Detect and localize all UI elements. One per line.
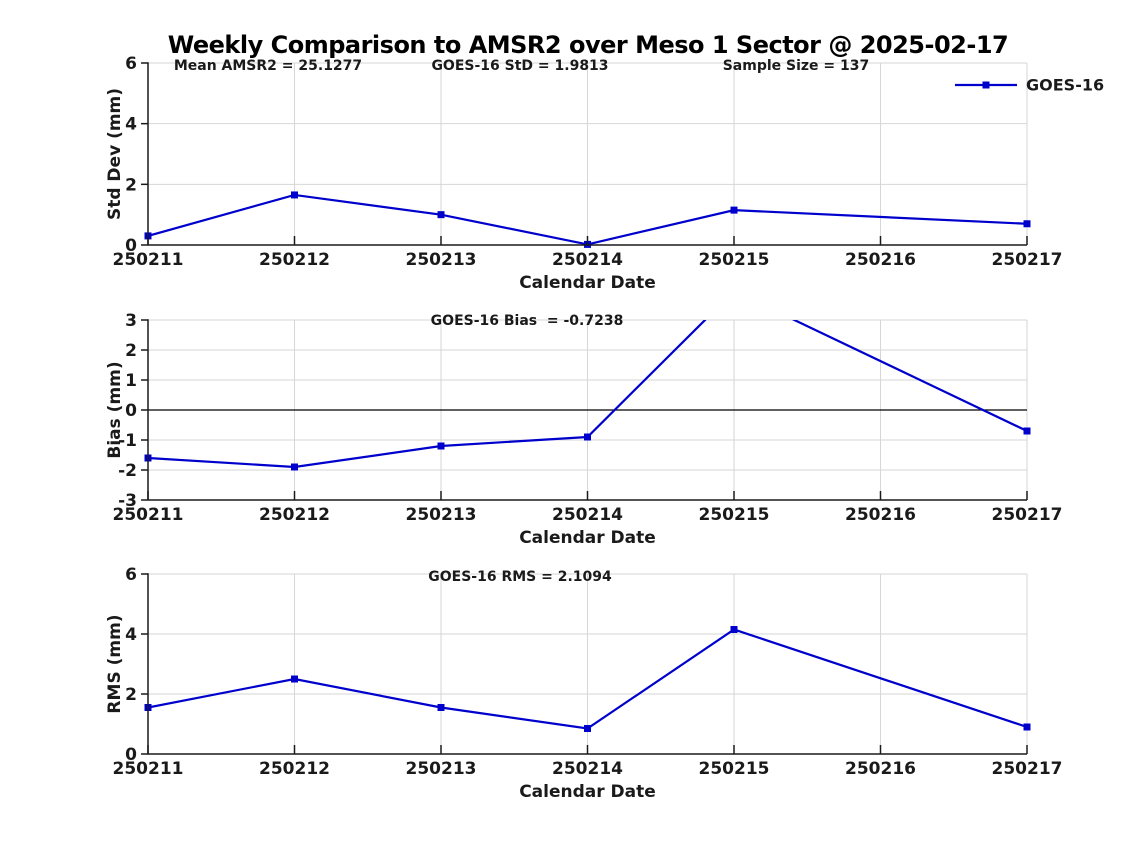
x-tick-label: 250216 bbox=[845, 759, 916, 779]
data-point-marker bbox=[437, 442, 445, 450]
data-point-marker bbox=[730, 206, 738, 214]
data-point-marker bbox=[437, 211, 445, 219]
x-tick-label: 250216 bbox=[845, 250, 916, 270]
x-tick-label: 250212 bbox=[259, 505, 330, 525]
data-point-marker bbox=[291, 675, 298, 683]
chart-annotation: GOES-16 StD = 1.9813 bbox=[431, 58, 608, 74]
data-point-marker bbox=[291, 191, 298, 199]
x-axis-label: Calendar Date bbox=[519, 782, 656, 802]
x-tick-label: 250215 bbox=[699, 505, 770, 525]
x-tick-label: 250215 bbox=[699, 250, 770, 270]
data-point-marker bbox=[437, 704, 445, 711]
y-axis-label: RMS (mm) bbox=[105, 614, 125, 713]
y-tick-label: 0 bbox=[125, 745, 137, 765]
x-tick-label: 250213 bbox=[406, 505, 477, 525]
y-tick-label: 2 bbox=[125, 175, 137, 195]
chart-annotation: GOES-16 Bias = -0.7238 bbox=[431, 313, 624, 329]
x-tick-label: 250217 bbox=[992, 759, 1063, 779]
y-tick-label: 2 bbox=[125, 685, 137, 705]
x-tick-label: 250212 bbox=[259, 250, 330, 270]
x-axis-label: Calendar Date bbox=[519, 273, 656, 293]
x-tick-label: 250214 bbox=[552, 759, 623, 779]
y-axis-label: Bias (mm) bbox=[105, 361, 125, 458]
legend: GOES-16 bbox=[955, 76, 1104, 95]
data-point-marker bbox=[1023, 220, 1031, 228]
x-tick-label: 250211 bbox=[113, 759, 184, 779]
chart-std_dev_panel: 0 2 4 6 250211 250212 250213 250214 250215 250216… bbox=[105, 54, 1104, 293]
y-tick-label: 6 bbox=[125, 565, 137, 585]
series-line-GOES-16 bbox=[148, 320, 1027, 469]
y-tick-label: -1 bbox=[118, 431, 137, 451]
y-tick-label: -3 bbox=[118, 491, 137, 511]
x-tick-label: 250213 bbox=[406, 250, 477, 270]
x-tick-label: 250211 bbox=[113, 505, 184, 525]
y-tick-label: 2 bbox=[125, 341, 137, 361]
chart-annotation: Mean AMSR2 = 25.1277 bbox=[174, 58, 362, 74]
x-tick-label: 250217 bbox=[992, 250, 1063, 270]
chart-bias_panel: -3 -2 -1 0 1 2 3 250211 250212 250213 250214 250215… bbox=[105, 311, 1063, 548]
chart-rms_panel: 0 2 4 6 250211 250212 250213 250214 250215 250216… bbox=[105, 565, 1063, 802]
x-tick-label: 250214 bbox=[552, 250, 623, 270]
y-axis-label: Std Dev (mm) bbox=[105, 88, 125, 220]
data-point-marker bbox=[730, 626, 738, 633]
y-tick-label: 6 bbox=[125, 54, 137, 74]
legend-label: GOES-16 bbox=[1026, 76, 1104, 95]
chart-annotation: Sample Size = 137 bbox=[723, 58, 870, 74]
x-tick-label: 250215 bbox=[699, 759, 770, 779]
y-tick-label: 1 bbox=[125, 371, 137, 391]
y-tick-label: 4 bbox=[125, 115, 137, 135]
square-marker-icon bbox=[982, 81, 990, 89]
x-tick-label: 250213 bbox=[406, 759, 477, 779]
y-tick-label: 0 bbox=[125, 401, 137, 421]
series-line-GOES-16 bbox=[148, 193, 1027, 245]
data-point-marker bbox=[1023, 427, 1031, 435]
x-tick-label: 250211 bbox=[113, 250, 184, 270]
x-tick-label: 250214 bbox=[552, 505, 623, 525]
x-tick-label: 250217 bbox=[992, 505, 1063, 525]
x-tick-label: 250216 bbox=[845, 505, 916, 525]
figure-title: Weekly Comparison to AMSR2 over Meso 1 S… bbox=[167, 31, 1009, 59]
y-tick-label: 3 bbox=[125, 311, 137, 331]
y-tick-label: 0 bbox=[125, 236, 137, 256]
data-point-marker bbox=[584, 725, 591, 732]
data-point-marker bbox=[1023, 723, 1031, 731]
data-point-marker bbox=[291, 463, 298, 471]
y-tick-label: 4 bbox=[125, 625, 137, 645]
chart-annotation: GOES-16 RMS = 2.1094 bbox=[428, 569, 612, 585]
series-line-GOES-16 bbox=[148, 628, 1027, 730]
data-point-marker bbox=[584, 433, 591, 441]
x-tick-label: 250212 bbox=[259, 759, 330, 779]
y-tick-label: -2 bbox=[118, 461, 137, 481]
x-axis-label: Calendar Date bbox=[519, 528, 656, 548]
